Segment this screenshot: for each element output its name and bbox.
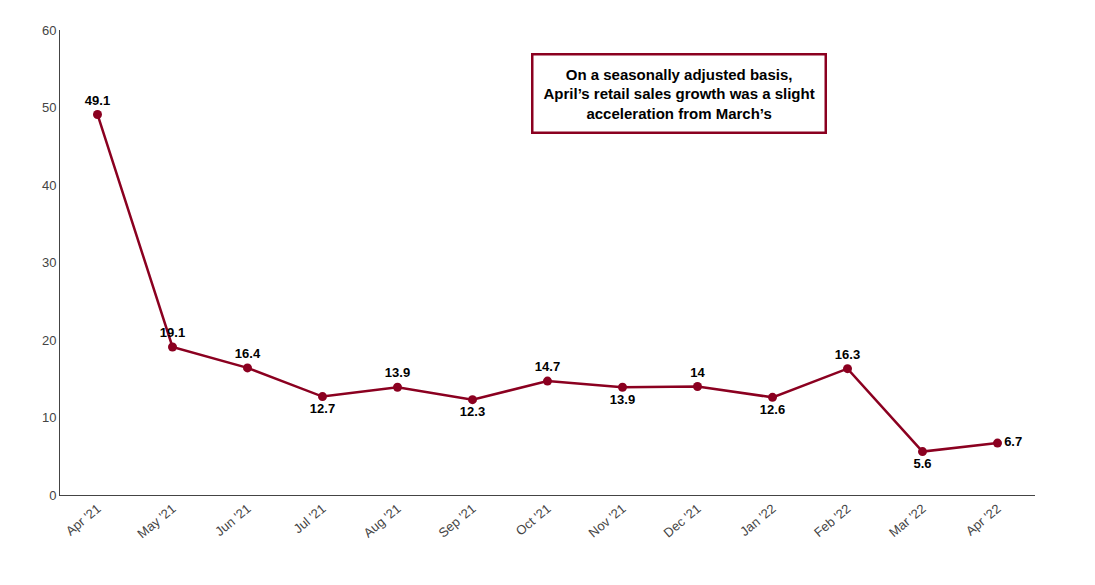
svg-text:Sep '21: Sep '21 bbox=[435, 501, 478, 541]
svg-text:0: 0 bbox=[49, 488, 56, 503]
svg-text:16.4: 16.4 bbox=[235, 346, 261, 361]
svg-text:5.6: 5.6 bbox=[913, 456, 931, 471]
svg-text:Feb '22: Feb '22 bbox=[811, 501, 854, 540]
svg-text:40: 40 bbox=[42, 178, 56, 193]
svg-text:Jun '21: Jun '21 bbox=[212, 501, 253, 539]
svg-text:14: 14 bbox=[690, 365, 705, 380]
svg-text:12.3: 12.3 bbox=[460, 404, 485, 419]
svg-text:6.7: 6.7 bbox=[1004, 434, 1022, 449]
svg-text:30: 30 bbox=[42, 255, 56, 270]
svg-text:Apr '22: Apr '22 bbox=[963, 501, 1004, 539]
svg-text:13.9: 13.9 bbox=[610, 392, 635, 407]
svg-text:14.7: 14.7 bbox=[535, 359, 560, 374]
svg-text:Mar '22: Mar '22 bbox=[886, 501, 929, 540]
svg-text:Oct '21: Oct '21 bbox=[513, 501, 554, 539]
svg-text:50: 50 bbox=[42, 100, 56, 115]
svg-text:60: 60 bbox=[42, 23, 56, 38]
svg-text:49.1: 49.1 bbox=[85, 93, 110, 108]
svg-text:Jul '21: Jul '21 bbox=[290, 501, 328, 536]
svg-text:16.3: 16.3 bbox=[835, 347, 860, 362]
svg-text:10: 10 bbox=[42, 410, 56, 425]
svg-text:19.1: 19.1 bbox=[160, 325, 185, 340]
svg-text:Dec '21: Dec '21 bbox=[661, 501, 704, 541]
svg-text:Nov '21: Nov '21 bbox=[586, 501, 629, 541]
svg-text:Apr '21: Apr '21 bbox=[63, 501, 104, 539]
svg-text:12.6: 12.6 bbox=[760, 402, 785, 417]
svg-text:20: 20 bbox=[42, 333, 56, 348]
svg-text:Aug '21: Aug '21 bbox=[360, 501, 403, 541]
svg-text:Jan '22: Jan '22 bbox=[737, 501, 778, 539]
svg-text:13.9: 13.9 bbox=[385, 365, 410, 380]
svg-text:12.7: 12.7 bbox=[310, 401, 335, 416]
svg-text:May '21: May '21 bbox=[134, 501, 178, 541]
svg-text:On a seasonally adjusted basis: On a seasonally adjusted basis,April’s r… bbox=[544, 66, 815, 122]
